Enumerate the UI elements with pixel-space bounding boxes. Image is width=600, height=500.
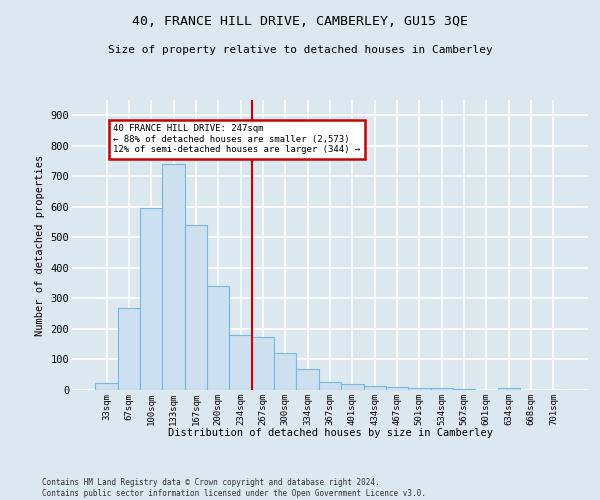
X-axis label: Distribution of detached houses by size in Camberley: Distribution of detached houses by size … xyxy=(167,428,493,438)
Bar xyxy=(408,388,431,390)
Text: Size of property relative to detached houses in Camberley: Size of property relative to detached ho… xyxy=(107,45,493,55)
Bar xyxy=(163,164,185,390)
Bar xyxy=(453,389,475,390)
Bar xyxy=(296,369,319,390)
Bar xyxy=(229,335,252,390)
Bar xyxy=(252,336,274,390)
Y-axis label: Number of detached properties: Number of detached properties xyxy=(35,154,45,336)
Text: Contains HM Land Registry data © Crown copyright and database right 2024.
Contai: Contains HM Land Registry data © Crown c… xyxy=(42,478,426,498)
Bar xyxy=(386,387,408,390)
Bar xyxy=(497,388,520,390)
Bar xyxy=(364,386,386,390)
Bar xyxy=(140,208,163,390)
Bar xyxy=(185,225,207,390)
Bar xyxy=(274,354,296,390)
Bar xyxy=(95,384,118,390)
Text: 40, FRANCE HILL DRIVE, CAMBERLEY, GU15 3QE: 40, FRANCE HILL DRIVE, CAMBERLEY, GU15 3… xyxy=(132,15,468,28)
Bar xyxy=(319,382,341,390)
Bar xyxy=(431,388,453,390)
Text: 40 FRANCE HILL DRIVE: 247sqm
← 88% of detached houses are smaller (2,573)
12% of: 40 FRANCE HILL DRIVE: 247sqm ← 88% of de… xyxy=(113,124,361,154)
Bar xyxy=(118,308,140,390)
Bar xyxy=(207,286,229,390)
Bar xyxy=(341,384,364,390)
